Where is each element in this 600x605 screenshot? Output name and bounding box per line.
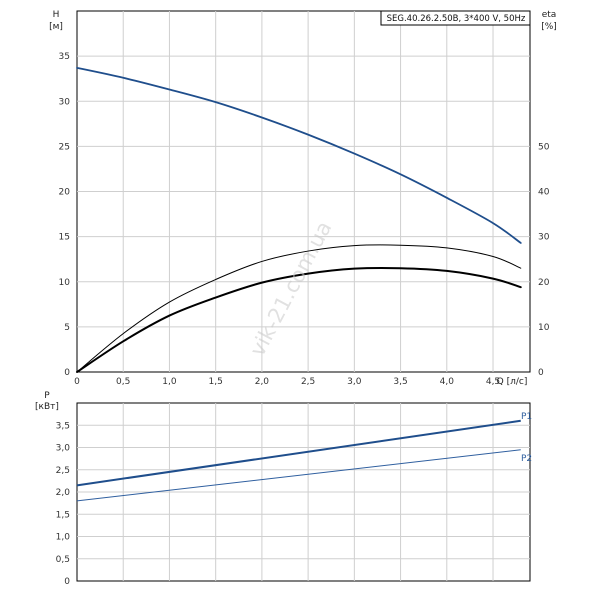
- top-gridlines: [77, 11, 530, 372]
- y-tick-label: 15: [59, 233, 70, 243]
- y-tick-label: 25: [59, 142, 70, 152]
- x-tick-label: 2,0: [255, 377, 270, 387]
- y-axis-label-h: H: [53, 10, 60, 20]
- power-tick-label: 1,0: [56, 533, 71, 543]
- top-panel: 0 0,5 1,0 1,5 2,0 2,5 3,0 3,5 4,0 4,5 0 5 10 15 20 25 30…: [49, 10, 557, 387]
- legend-p1: P1: [521, 412, 532, 422]
- y2-axis-unit-percent: [%]: [541, 22, 557, 32]
- y-axis-unit-kw: [кВт]: [35, 402, 59, 412]
- model-label-box: [380, 10, 531, 26]
- model-label: SEG.40.26.2.50B, 3*400 V, 50Hz: [387, 14, 526, 24]
- x-tick-label: 2,5: [301, 377, 315, 387]
- power-tick-label: 2,0: [56, 488, 71, 498]
- power-tick-label: 2,5: [56, 466, 70, 476]
- y2-tick-label: 20: [538, 278, 550, 288]
- bottom-curves: [76, 419, 521, 502]
- top-tick-labels: 0 0,5 1,0 1,5 2,0 2,5 3,0 3,5 4,0 4,5 0 5 10 15 20 25 30…: [59, 52, 550, 387]
- y-axis-unit-m: [м]: [49, 22, 63, 32]
- p1-power-line: [76, 419, 521, 487]
- y-tick-label: 5: [64, 323, 70, 333]
- x-tick-label: 0,5: [116, 377, 130, 387]
- x-axis-label-q: Q [л/с]: [497, 377, 528, 387]
- y2-tick-label: 40: [538, 188, 550, 198]
- y-tick-label: 10: [59, 278, 71, 288]
- x-tick-label: 3,5: [393, 377, 407, 387]
- power-tick-label: 0,5: [56, 555, 70, 565]
- y2-tick-label: 30: [538, 233, 550, 243]
- top-curves: [76, 66, 522, 373]
- x-tick-label: 0: [74, 377, 80, 387]
- bottom-panel: 0 0,5 1,0 1,5 2,0 2,5 3,0 3,5 P [кВт] P1 P2: [35, 391, 532, 587]
- y-tick-label: 0: [64, 368, 70, 378]
- efficiency-curve-line: [76, 244, 522, 373]
- x-tick-label: 4,5: [486, 377, 500, 387]
- x-tick-label: 1,0: [162, 377, 177, 387]
- y-tick-label: 30: [59, 97, 71, 107]
- y-axis-label-p: P: [44, 391, 50, 401]
- x-tick-label: 4,0: [440, 377, 455, 387]
- legend-p2: P2: [521, 454, 532, 464]
- y2-tick-label: 50: [538, 142, 550, 152]
- y-tick-label: 20: [59, 188, 71, 198]
- p2-power-line: [76, 449, 521, 502]
- power-tick-label: 1,5: [56, 510, 70, 520]
- y-tick-label: 35: [59, 52, 70, 62]
- bottom-tick-labels: 0 0,5 1,0 1,5 2,0 2,5 3,0 3,5: [56, 421, 71, 587]
- power-tick-label: 3,5: [56, 421, 70, 431]
- head-curve-line: [76, 66, 522, 244]
- y2-tick-label: 0: [538, 368, 544, 378]
- x-tick-label: 3,0: [347, 377, 362, 387]
- y2-tick-label: 10: [538, 323, 550, 333]
- power-tick-label: 0: [64, 577, 70, 587]
- power-tick-label: 3,0: [56, 444, 71, 454]
- total-efficiency-curve-line: [76, 266, 522, 373]
- y2-axis-label-eta: eta: [542, 10, 557, 20]
- x-tick-label: 1,5: [209, 377, 223, 387]
